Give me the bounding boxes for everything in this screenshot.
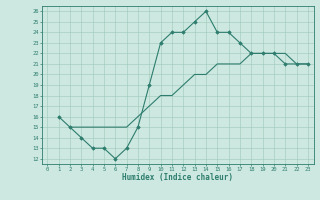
X-axis label: Humidex (Indice chaleur): Humidex (Indice chaleur) <box>122 173 233 182</box>
